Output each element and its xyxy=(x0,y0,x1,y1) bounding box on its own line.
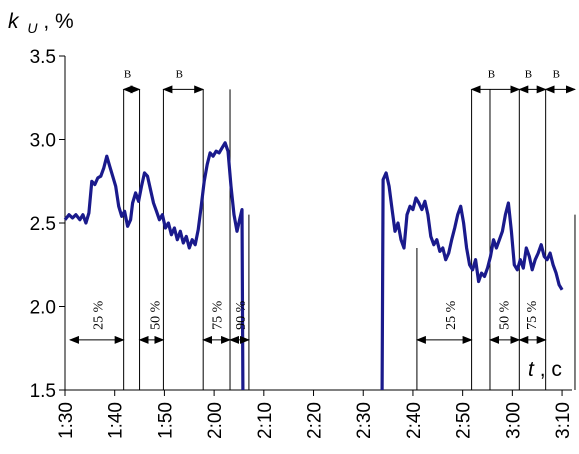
percent-label: 90 % xyxy=(234,300,249,330)
axes: 3.5 3.0 2.5 2.0 1.51:30 1:40 1:50 2:00 2:10 2:20 2… xyxy=(30,47,574,439)
percent-label: 25 % xyxy=(444,300,459,330)
x-tick-label: 1:30 xyxy=(56,402,77,439)
y-axis-label: k U , % xyxy=(8,10,74,38)
x-tick-label: 2:10 xyxy=(255,402,276,439)
y-tick-label: 2.5 xyxy=(30,214,56,235)
percent-label: 50 % xyxy=(497,300,512,330)
percent-label: 25 % xyxy=(91,300,106,330)
x-tick-label: 3:10 xyxy=(553,402,574,439)
y-tick-label: 1.5 xyxy=(30,381,56,402)
y-axis-subscript: U xyxy=(27,20,38,36)
x-tick-label: 2:50 xyxy=(454,402,475,439)
x-tick-label: 3:00 xyxy=(503,402,524,439)
x-tick-label: 1:50 xyxy=(155,402,176,439)
x-tick-label: 1:40 xyxy=(106,402,127,439)
y-axis-symbol: k xyxy=(8,10,20,33)
percent-label: 50 % xyxy=(148,300,163,330)
annotations: B B B B B 25 % 50 % 75 % 90 % 25 % 50 % 75 % xyxy=(68,68,576,344)
percent-label: 75 % xyxy=(525,300,540,330)
arrow-label-top: B xyxy=(553,68,560,80)
axis-labels: k U , % t , c xyxy=(8,10,562,381)
series xyxy=(63,141,564,391)
arrow-label-top: B xyxy=(488,68,495,80)
x-tick-label: 2:30 xyxy=(354,402,375,439)
x-tick-label: 2:00 xyxy=(205,402,226,439)
series-line xyxy=(63,141,245,391)
y-tick-label: 3.0 xyxy=(30,131,56,152)
x-axis-unit: , c xyxy=(540,358,562,381)
y-tick-label: 2.0 xyxy=(30,298,56,319)
x-tick-label: 2:40 xyxy=(404,402,425,439)
series-line xyxy=(380,171,564,391)
y-axis-unit: , % xyxy=(43,10,73,33)
arrow-label-top: B xyxy=(525,68,532,80)
x-tick-label: 2:20 xyxy=(305,402,326,439)
x-axis-symbol: t xyxy=(528,358,535,381)
arrow-label-top: B xyxy=(124,68,131,80)
percent-label: 75 % xyxy=(211,300,226,330)
y-tick-label: 3.5 xyxy=(30,47,56,68)
x-axis-label: t , c xyxy=(528,358,562,381)
arrow-label-top: B xyxy=(176,68,183,80)
